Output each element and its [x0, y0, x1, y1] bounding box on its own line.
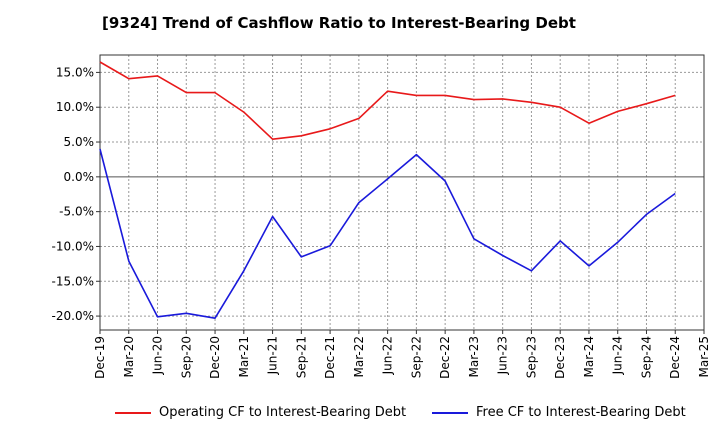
legend-swatch-operating-cf: [115, 411, 151, 414]
x-tick-label: Mar-20: [122, 336, 136, 377]
y-tick-label: -20.0%: [52, 309, 94, 323]
x-tick-label: Jun-24: [611, 336, 625, 375]
y-tick-label: -10.0%: [52, 239, 94, 253]
x-tick-label: Dec-24: [668, 336, 682, 379]
legend-item-free-cf: Free CF to Interest-Bearing Debt: [432, 405, 686, 420]
free-cf-series-line: [99, 148, 676, 320]
y-tick-label: 10.0%: [56, 100, 94, 114]
x-tick-label: Sep-21: [294, 336, 308, 378]
x-tick-label: Jun-22: [381, 336, 395, 375]
x-tick-label: Jun-20: [151, 336, 165, 375]
y-tick-label: 15.0%: [56, 65, 94, 79]
x-tick-label: Dec-23: [553, 336, 567, 379]
chart-title: [9324] Trend of Cashflow Ratio to Intere…: [102, 14, 576, 32]
x-tick-label: Sep-22: [409, 336, 423, 378]
x-tick-label: Mar-24: [582, 336, 596, 377]
operating-cf-series-line: [99, 61, 676, 140]
x-tick-label: Mar-25: [697, 336, 711, 377]
x-tick-label: Jun-23: [496, 336, 510, 375]
x-tick-label: Mar-23: [467, 336, 481, 377]
legend-swatch-free-cf: [432, 411, 468, 414]
x-tick-label: Dec-19: [93, 336, 107, 379]
y-tick-label: 5.0%: [64, 135, 95, 149]
y-tick-label: 0.0%: [64, 170, 95, 184]
x-tick-label: Sep-23: [524, 336, 538, 378]
x-tick-label: Sep-24: [639, 336, 653, 378]
plot-area-frame: [99, 54, 705, 331]
legend-label-operating-cf: Operating CF to Interest-Bearing Debt: [159, 405, 407, 420]
x-tick-label: Dec-21: [323, 336, 337, 379]
y-tick-label: -5.0%: [59, 205, 94, 219]
x-tick-label: Sep-20: [179, 336, 193, 378]
x-tick-label: Jun-21: [266, 336, 280, 375]
y-tick-label: -15.0%: [52, 274, 94, 288]
legend-label-free-cf: Free CF to Interest-Bearing Debt: [476, 405, 686, 420]
x-tick-label: Dec-22: [438, 336, 452, 379]
chart-legend: Operating CF to Interest-Bearing Debt Fr…: [0, 405, 720, 425]
x-tick-label: Dec-20: [208, 336, 222, 379]
legend-item-operating-cf: Operating CF to Interest-Bearing Debt: [115, 405, 406, 420]
x-tick-label: Mar-22: [352, 336, 366, 377]
x-tick-label: Mar-21: [237, 336, 251, 377]
